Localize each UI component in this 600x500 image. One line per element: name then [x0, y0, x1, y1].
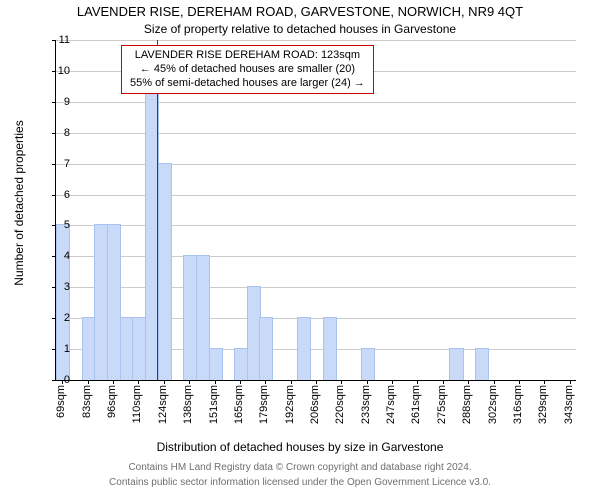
annotation-line: LAVENDER RISE DEREHAM ROAD: 123sqm — [130, 49, 365, 63]
x-axis-label: Distribution of detached houses by size … — [0, 440, 600, 454]
xtick-mark — [88, 380, 89, 384]
xtick-mark — [443, 380, 444, 384]
xtick-label: 83sqm — [81, 385, 93, 418]
gridline — [56, 102, 576, 103]
ytick-label: 4 — [45, 250, 70, 262]
gridline — [56, 164, 576, 165]
xtick-mark — [240, 380, 241, 384]
xtick-label: 192sqm — [284, 385, 296, 424]
bar — [475, 348, 489, 380]
xtick-label: 288sqm — [461, 385, 473, 424]
xtick-label: 329sqm — [537, 385, 549, 424]
footer-line-2: Contains public sector information licen… — [0, 477, 600, 488]
bar — [56, 224, 70, 380]
xtick-mark — [215, 380, 216, 384]
xtick-mark — [265, 380, 266, 384]
xtick-mark — [417, 380, 418, 384]
xtick-label: 206sqm — [309, 385, 321, 424]
ytick-label: 7 — [45, 158, 70, 170]
xtick-label: 343sqm — [563, 385, 575, 424]
xtick-label: 110sqm — [131, 385, 143, 423]
bar — [209, 348, 223, 380]
xtick-label: 179sqm — [258, 385, 270, 424]
ytick-label: 3 — [45, 281, 70, 293]
xtick-label: 138sqm — [182, 385, 194, 424]
ytick-label: 5 — [45, 219, 70, 231]
xtick-mark — [189, 380, 190, 384]
chart-title-sub: Size of property relative to detached ho… — [0, 22, 600, 36]
bar — [323, 317, 337, 380]
ytick-label: 9 — [45, 96, 70, 108]
xtick-label: 124sqm — [157, 385, 169, 424]
bar — [297, 317, 311, 380]
ytick-label: 6 — [45, 189, 70, 201]
bar — [158, 163, 172, 380]
xtick-mark — [367, 380, 368, 384]
xtick-mark — [138, 380, 139, 384]
bar — [259, 317, 273, 380]
gridline — [56, 287, 576, 288]
xtick-label: 247sqm — [385, 385, 397, 424]
ytick-label: 1 — [45, 343, 70, 355]
bar — [449, 348, 463, 380]
xtick-label: 275sqm — [436, 385, 448, 424]
annotation-box: LAVENDER RISE DEREHAM ROAD: 123sqm← 45% … — [121, 45, 374, 94]
annotation-line: 55% of semi-detached houses are larger (… — [130, 77, 365, 91]
xtick-mark — [392, 380, 393, 384]
xtick-mark — [164, 380, 165, 384]
xtick-label: 316sqm — [512, 385, 524, 424]
xtick-label: 96sqm — [106, 385, 118, 418]
ytick-label: 11 — [45, 34, 70, 46]
xtick-mark — [519, 380, 520, 384]
gridline — [56, 195, 576, 196]
xtick-mark — [341, 380, 342, 384]
annotation-line: ← 45% of detached houses are smaller (20… — [130, 63, 365, 77]
xtick-label: 69sqm — [55, 385, 67, 418]
ytick-label: 2 — [45, 312, 70, 324]
xtick-mark — [316, 380, 317, 384]
xtick-label: 151sqm — [208, 385, 220, 424]
bar — [361, 348, 375, 380]
ytick-label: 8 — [45, 127, 70, 139]
xtick-mark — [113, 380, 114, 384]
xtick-label: 165sqm — [233, 385, 245, 424]
gridline — [56, 133, 576, 134]
xtick-mark — [468, 380, 469, 384]
xtick-mark — [494, 380, 495, 384]
gridline — [56, 225, 576, 226]
footer-line-1: Contains HM Land Registry data © Crown c… — [0, 462, 600, 473]
xtick-label: 220sqm — [334, 385, 346, 424]
chart-title-main: LAVENDER RISE, DEREHAM ROAD, GARVESTONE,… — [0, 4, 600, 19]
xtick-mark — [544, 380, 545, 384]
y-axis-label: Number of detached properties — [12, 38, 26, 203]
plot-area: LAVENDER RISE DEREHAM ROAD: 123sqm← 45% … — [55, 40, 576, 381]
xtick-label: 302sqm — [487, 385, 499, 424]
xtick-label: 233sqm — [360, 385, 372, 424]
xtick-mark — [291, 380, 292, 384]
gridline — [56, 256, 576, 257]
xtick-mark — [570, 380, 571, 384]
gridline — [56, 40, 576, 41]
ytick-label: 10 — [45, 65, 70, 77]
xtick-label: 261sqm — [410, 385, 422, 424]
chart-container: LAVENDER RISE, DEREHAM ROAD, GARVESTONE,… — [0, 0, 600, 500]
